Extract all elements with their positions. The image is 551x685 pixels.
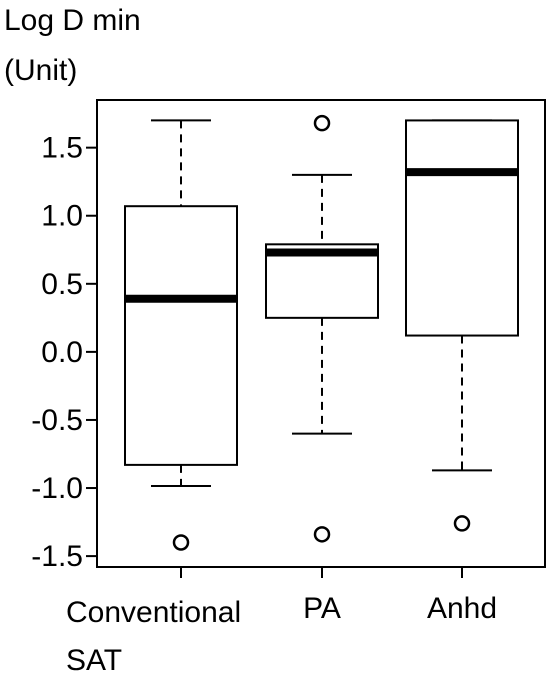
y-tick-label: 1.0	[41, 200, 83, 233]
y-tick-label: -0.5	[31, 404, 83, 437]
outlier	[453, 515, 471, 532]
y-tick-label: -1.0	[31, 472, 83, 505]
y-axis-label: (Unit)	[4, 54, 77, 87]
y-tick-label: -1.5	[31, 540, 83, 573]
outlier	[313, 114, 331, 132]
box	[265, 243, 379, 319]
x-tick-label: Anhd	[427, 592, 497, 625]
y-tick-label: 0.5	[41, 268, 83, 301]
x-tick-label: Conventional SAT	[66, 596, 241, 677]
y-axis-label: Log D min	[4, 4, 141, 37]
box	[124, 205, 238, 466]
y-tick-label: 0.0	[41, 336, 83, 369]
y-tick-label: 1.5	[41, 132, 83, 165]
x-tick-label: PA	[303, 592, 341, 625]
outlier	[172, 534, 190, 551]
outlier	[313, 526, 331, 543]
box	[405, 119, 519, 337]
